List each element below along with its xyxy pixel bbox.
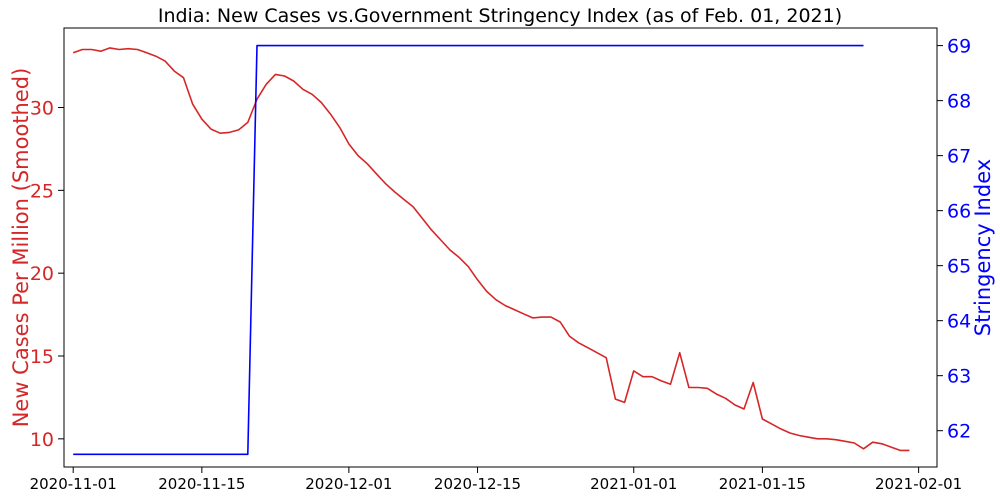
x-tick-label: 2021-01-15 xyxy=(719,475,806,493)
x-tick-label: 2020-11-15 xyxy=(158,475,245,493)
left-tick-label: 30 xyxy=(30,98,54,120)
series-lines xyxy=(72,44,910,456)
right-tick-label: 67 xyxy=(947,146,971,168)
x-tick-label: 2020-11-01 xyxy=(30,475,117,493)
x-tick-label: 2020-12-01 xyxy=(305,475,392,493)
right-tick-label: 65 xyxy=(947,256,971,278)
left-tick-label: 25 xyxy=(30,180,54,202)
x-axis-ticks: 2020-11-01 2020-11-15 2020-12-01 2020-12-15… xyxy=(30,467,962,493)
series-line-right xyxy=(73,44,864,456)
right-tick-label: 69 xyxy=(947,36,971,58)
right-y-axis-ticks: 62 63 64 65 66 67 68 69 xyxy=(937,36,971,443)
right-tick-label: 62 xyxy=(947,421,971,443)
left-tick-label: 15 xyxy=(30,346,54,368)
left-y-axis-ticks: 10 15 20 25 30 xyxy=(30,98,64,451)
right-tick-label: 66 xyxy=(947,201,971,223)
series-line-left xyxy=(72,47,910,452)
right-tick-label: 64 xyxy=(947,311,971,333)
x-tick-label: 2021-01-01 xyxy=(590,475,677,493)
left-tick-label: 20 xyxy=(30,263,54,285)
x-tick-label: 2020-12-15 xyxy=(434,475,521,493)
plot-frame xyxy=(63,27,938,468)
right-y-axis-label: Stringency Index xyxy=(971,159,995,336)
right-tick-label: 68 xyxy=(947,91,971,113)
left-tick-label: 10 xyxy=(30,429,54,451)
chart-title: India: New Cases vs.Government Stringenc… xyxy=(158,5,842,27)
right-tick-label: 63 xyxy=(947,366,971,388)
x-tick-label: 2021-02-01 xyxy=(875,475,962,493)
left-y-axis-label: New Cases Per Million (Smoothed) xyxy=(9,68,33,428)
